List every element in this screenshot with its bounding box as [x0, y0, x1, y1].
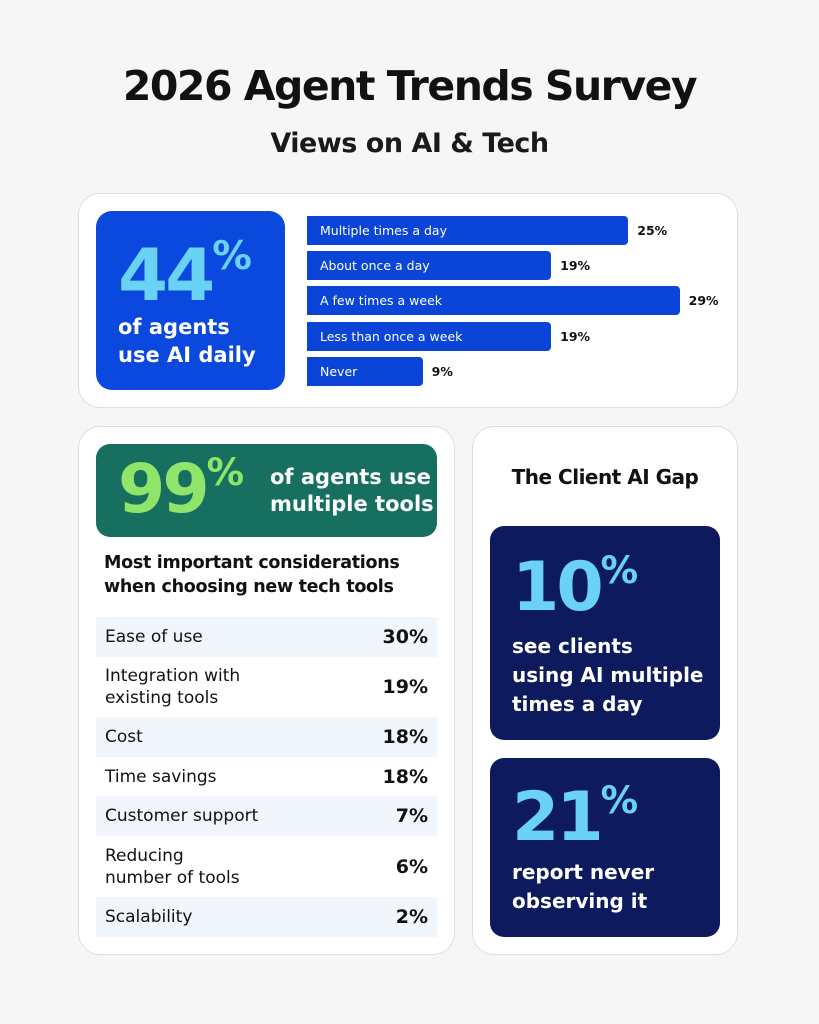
clients-daily-value: 10%: [512, 548, 639, 627]
row-value: 18%: [382, 765, 428, 788]
table-row: Scalability 2%: [96, 897, 437, 937]
table-row: Cost 18%: [96, 717, 437, 757]
bar-0: Multiple times a day: [307, 216, 629, 245]
multiple-tools-label-2: multiple tools: [270, 492, 434, 516]
row-value: 18%: [382, 726, 428, 748]
bar-3: Less than once a week: [307, 321, 552, 351]
row-label: Time savings: [105, 766, 217, 787]
page-title: 2026 Agent Trends Survey: [122, 62, 698, 110]
row-label: Cost: [105, 727, 143, 747]
considerations-heading: Most important considerations when choos…: [104, 553, 400, 597]
bar-2: A few times a week: [307, 286, 680, 316]
client-gap-title: The Client AI Gap: [511, 465, 699, 489]
bar-1: About once a day: [307, 251, 552, 281]
row-label: Reducing number of tools: [105, 845, 240, 888]
table-row: Time savings 18%: [96, 757, 437, 796]
row-value: 19%: [382, 676, 428, 698]
table-row: Ease of use 30%: [96, 617, 437, 657]
multiple-tools-stat: 99% of agents use multiple tools: [96, 444, 437, 537]
clients-daily-stat: 10% see clients using AI multiple times …: [490, 526, 720, 740]
daily-usage-stat: 44% of agents use AI daily: [96, 211, 285, 390]
table-row: Customer support 7%: [96, 796, 437, 836]
row-label: Integration with existing tools: [105, 666, 241, 708]
page-subtitle: Views on AI & Tech: [270, 128, 549, 159]
clients-never-stat: 21% report never observing it: [490, 758, 720, 937]
bar-value-label: 9%: [431, 363, 453, 379]
daily-usage-label-1: of agents: [118, 315, 230, 339]
multiple-tools-label-1: of agents use: [270, 465, 431, 489]
bar-value-label: 25%: [637, 223, 668, 238]
row-value: 2%: [395, 906, 428, 928]
daily-usage-value: 44%: [118, 233, 252, 317]
bar-4: Never: [307, 356, 423, 386]
table-row: Reducing number of tools 6%: [96, 836, 437, 897]
row-label: Scalability: [105, 907, 193, 927]
row-label: Ease of use: [105, 627, 203, 647]
multiple-tools-value: 99%: [118, 450, 245, 529]
table-row: Integration with existing tools 19%: [96, 657, 437, 717]
row-value: 30%: [382, 626, 428, 648]
clients-never-value: 21%: [512, 778, 639, 857]
bar-value-label: 29%: [688, 293, 719, 309]
row-value: 7%: [395, 805, 428, 827]
bar-value-label: 19%: [560, 258, 591, 274]
row-value: 6%: [395, 855, 428, 878]
daily-usage-label-2: use AI daily: [118, 343, 256, 367]
bar-value-label: 19%: [560, 328, 591, 344]
row-label: Customer support: [105, 806, 259, 826]
